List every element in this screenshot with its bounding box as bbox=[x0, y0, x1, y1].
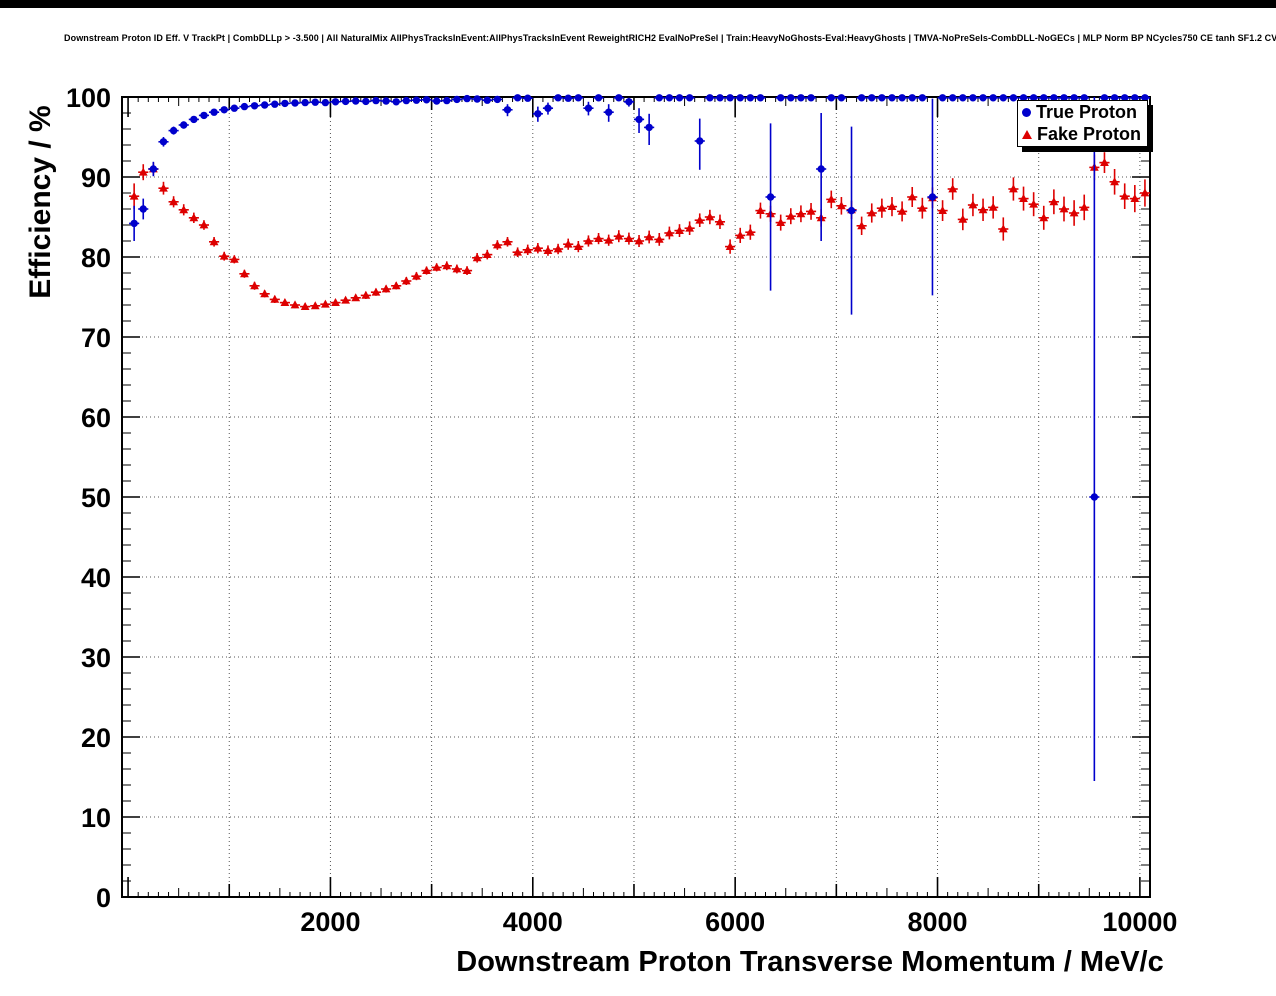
svg-text:20: 20 bbox=[81, 723, 111, 753]
legend-entry-fake-proton: Fake Proton bbox=[1018, 124, 1147, 145]
triangle-marker-icon bbox=[1022, 129, 1032, 139]
legend-label-true-proton: True Proton bbox=[1036, 102, 1138, 123]
y-axis-title: Efficiency / % bbox=[24, 105, 57, 299]
svg-text:90: 90 bbox=[81, 163, 111, 193]
plot-title: Downstream Proton ID Eff. V TrackPt | Co… bbox=[64, 33, 1276, 43]
legend-label-fake-proton: Fake Proton bbox=[1037, 123, 1142, 144]
svg-text:80: 80 bbox=[81, 243, 111, 273]
svg-text:30: 30 bbox=[81, 643, 111, 673]
svg-text:40: 40 bbox=[81, 563, 111, 593]
svg-text:10000: 10000 bbox=[1102, 907, 1177, 937]
svg-text:0: 0 bbox=[96, 883, 111, 913]
legend: True Proton Fake Proton bbox=[1017, 100, 1148, 147]
svg-text:4000: 4000 bbox=[503, 907, 563, 937]
svg-text:50: 50 bbox=[81, 483, 111, 513]
svg-text:70: 70 bbox=[81, 323, 111, 353]
circle-marker-icon bbox=[1022, 108, 1031, 118]
canvas-top-border bbox=[0, 0, 1276, 8]
svg-text:100: 100 bbox=[66, 83, 111, 113]
svg-text:60: 60 bbox=[81, 403, 111, 433]
svg-text:6000: 6000 bbox=[705, 907, 765, 937]
svg-text:2000: 2000 bbox=[300, 907, 360, 937]
svg-text:10: 10 bbox=[81, 803, 111, 833]
svg-text:8000: 8000 bbox=[907, 907, 967, 937]
legend-entry-true-proton: True Proton bbox=[1018, 102, 1147, 123]
x-axis-title: Downstream Proton Transverse Momentum / … bbox=[456, 946, 1164, 978]
